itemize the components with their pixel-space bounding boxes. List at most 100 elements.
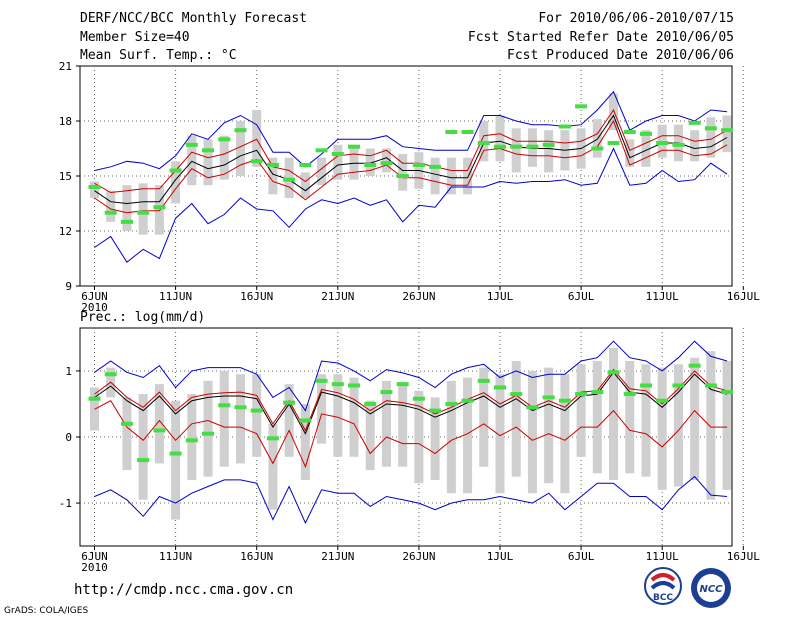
prec-median-marker xyxy=(461,398,474,403)
temp-median-marker xyxy=(202,148,215,153)
grads-credit: GrADS: COLA/IGES xyxy=(4,606,89,616)
prec-spread-box xyxy=(171,400,181,520)
temp-line-mean-1-std xyxy=(94,108,728,194)
prec-median-marker xyxy=(331,382,344,387)
member-size-label: Member Size=40 xyxy=(80,30,190,45)
temp-panel: 9 12 15 18 21 6JUN 11JUN 16JUN 21JUN 26JUN 1JUL 6JU… xyxy=(59,60,760,314)
temp-median-marker xyxy=(380,161,393,166)
temp-spread-box xyxy=(690,130,700,162)
temp-spread-box xyxy=(722,115,732,153)
prec-median-marker xyxy=(477,378,490,383)
temp-spread-box xyxy=(203,139,213,186)
prec-spread-box xyxy=(511,361,521,477)
temp-y-tick-label: 9 xyxy=(65,280,72,293)
temp-spread-box xyxy=(544,130,554,173)
prec-spread-box xyxy=(300,403,310,480)
temp-median-marker xyxy=(542,142,555,147)
temp-spread-box xyxy=(300,172,310,198)
prec-spread-box xyxy=(625,361,635,474)
temp-y-tick-label: 21 xyxy=(59,60,72,73)
temp-median-marker xyxy=(639,131,652,136)
temp-spread-box xyxy=(187,135,197,186)
prec-median-marker xyxy=(380,390,393,395)
prec-median-marker xyxy=(169,451,182,456)
temp-median-marker xyxy=(185,142,198,147)
prec-spread-box xyxy=(333,374,343,457)
prec-spread-box xyxy=(381,380,391,467)
temp-spread-box xyxy=(171,161,181,204)
temp-median-marker xyxy=(331,152,344,156)
temp-spread-box xyxy=(106,190,116,222)
prec-spread-box xyxy=(592,361,602,474)
prec-median-marker xyxy=(364,401,377,406)
temp-spread-box xyxy=(511,128,521,173)
website-url[interactable]: http://cmdp.ncc.cma.gov.cn xyxy=(74,582,294,598)
prec-median-marker xyxy=(88,396,101,401)
temp-x-tick-label: 6JUL xyxy=(568,290,595,303)
temp-spread-box xyxy=(495,115,505,162)
start-date-label: Fcst Started Refer Date 2010/06/05 xyxy=(467,30,734,45)
prec-spread-box xyxy=(544,367,554,484)
prec-spread-box xyxy=(317,374,327,444)
prec-median-marker xyxy=(299,418,312,423)
temp-spread-box xyxy=(268,157,278,195)
prec-spread-box xyxy=(365,400,375,471)
prec-spread-box xyxy=(560,374,570,494)
prec-median-marker xyxy=(445,401,458,406)
prec-x-tick-label: 11JUL xyxy=(646,550,679,563)
prec-median-marker xyxy=(510,392,523,397)
prec-spread-box xyxy=(609,347,619,480)
temp-median-marker xyxy=(575,104,588,109)
temp-line-ensemble-min xyxy=(94,147,728,263)
prec-spread-box xyxy=(430,397,440,480)
prec-spread-box xyxy=(706,351,716,500)
temp-median-marker xyxy=(526,144,539,149)
prec-spread-box xyxy=(495,374,505,494)
temp-spread-box xyxy=(317,157,327,186)
prec-median-marker xyxy=(315,378,328,383)
temp-spread-box xyxy=(609,93,619,131)
prec-spread-box xyxy=(527,370,537,494)
prec-spread-box xyxy=(187,394,197,480)
prec-median-marker xyxy=(558,398,571,403)
temp-median-marker xyxy=(412,163,425,167)
temp-x-tick-label: 11JUN xyxy=(159,290,192,303)
prec-median-marker xyxy=(656,398,669,403)
prec-x-tick-label: 21JUN xyxy=(321,550,354,563)
temp-median-marker xyxy=(88,185,101,189)
prec-spread-box xyxy=(349,377,359,457)
temp-median-marker xyxy=(169,168,182,173)
prec-median-marker xyxy=(526,405,539,410)
prec-median-marker xyxy=(721,390,734,395)
temp-median-marker xyxy=(704,126,717,131)
prec-median-marker xyxy=(218,403,231,408)
temp-spread-box xyxy=(381,148,391,173)
prec-spread-box xyxy=(446,380,456,494)
temp-median-marker xyxy=(234,128,247,133)
prec-spread-box xyxy=(463,377,473,494)
lower-panel-ylabel: Prec.: log(mm/d) xyxy=(80,310,206,325)
temp-median-marker xyxy=(429,164,442,169)
temp-median-marker xyxy=(104,210,117,215)
temp-median-marker xyxy=(137,210,150,215)
temp-median-marker xyxy=(656,141,669,145)
prec-x-tick-label: 1JUL xyxy=(487,550,514,563)
bcc-logo-text: BCC xyxy=(653,593,673,603)
temp-spread-box xyxy=(138,183,148,235)
temp-median-marker xyxy=(558,124,571,129)
prec-median-marker xyxy=(494,385,506,390)
temp-median-marker xyxy=(688,120,701,125)
prec-x-tick-label: 6JUN xyxy=(81,550,108,563)
prec-spread-box xyxy=(479,367,489,467)
prec-median-marker xyxy=(137,458,150,463)
temp-median-marker xyxy=(283,177,296,182)
temp-median-marker xyxy=(299,163,312,167)
temp-median-marker xyxy=(266,163,279,167)
temp-median-marker xyxy=(120,219,133,224)
prec-spread-box xyxy=(268,423,278,510)
temp-line-ensemble-mean xyxy=(94,114,728,205)
chart-title: DERF/NCC/BCC Monthly Forecast xyxy=(80,11,307,26)
prec-line-ensemble-mean xyxy=(94,371,728,435)
temp-median-marker xyxy=(153,205,166,210)
